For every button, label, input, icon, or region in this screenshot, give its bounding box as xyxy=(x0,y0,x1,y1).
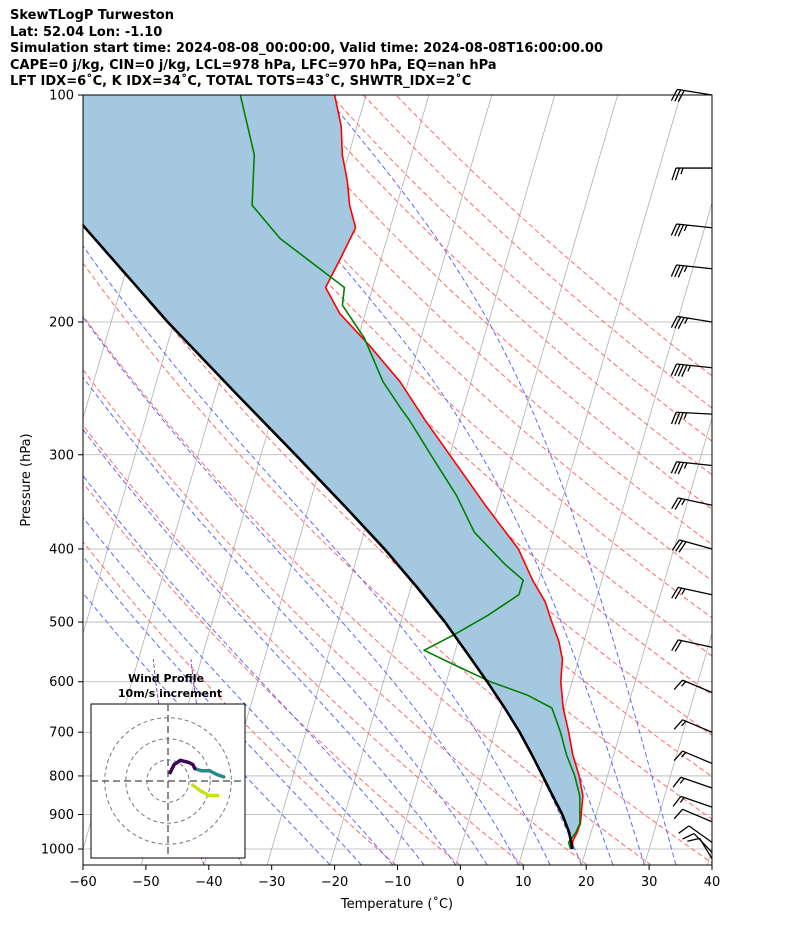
dry-adiabat xyxy=(83,161,712,778)
y-tick-label: 300 xyxy=(49,448,74,463)
y-tick-label: 200 xyxy=(49,315,74,330)
hodograph-trace xyxy=(191,783,220,798)
wind-barb xyxy=(671,586,713,600)
dry-adiabat xyxy=(83,368,588,865)
dry-adiabat xyxy=(363,95,712,409)
time-line: Simulation start time: 2024-08-08_00:00:… xyxy=(10,41,603,57)
x-tick-label: 0 xyxy=(456,875,464,890)
moist-adiabat xyxy=(201,95,645,865)
dry-adiabat xyxy=(167,95,712,619)
wind-barb xyxy=(671,539,713,553)
y-axis-label: Pressure (hPa) xyxy=(19,433,34,526)
wind-barb xyxy=(687,837,713,860)
y-tick-label: 900 xyxy=(49,808,74,823)
hodograph-subtitle: 10m/s increment xyxy=(118,687,222,700)
moist-adiabat xyxy=(83,245,551,865)
isotherm-line xyxy=(392,95,619,865)
wind-barb xyxy=(670,411,713,425)
chart-header: SkewTLogP Turweston Lat: 52.04 Lon: -1.1… xyxy=(10,8,603,91)
isotherm-line xyxy=(455,95,681,865)
wind-barb xyxy=(670,461,713,475)
x-tick-label: 30 xyxy=(641,875,658,890)
moist-adiabat xyxy=(324,95,677,865)
dry-adiabat xyxy=(83,481,461,865)
wind-barb xyxy=(670,264,713,278)
x-tick-label: −10 xyxy=(384,875,411,890)
x-tick-label: −30 xyxy=(258,875,285,890)
x-tick-label: −20 xyxy=(321,875,348,890)
parcel-line xyxy=(83,223,574,850)
wind-barb xyxy=(671,497,713,510)
hodograph-title: Wind Profile xyxy=(128,672,204,685)
hodograph-trace xyxy=(193,766,226,779)
dry-adiabat xyxy=(330,95,712,442)
wind-barb xyxy=(678,825,713,843)
cin-shading xyxy=(83,95,583,849)
moist-adiabat xyxy=(83,592,331,865)
wind-barb xyxy=(672,776,713,789)
hodograph-inset: Wind Profile 10m/s increment xyxy=(90,672,246,859)
temperature-line xyxy=(324,95,584,850)
y-tick-label: 500 xyxy=(49,616,74,631)
indices-line-1: CAPE=0 j/kg, CIN=0 j/kg, LCL=978 hPa, LF… xyxy=(10,57,497,73)
wind-barb xyxy=(672,795,713,808)
indices-line-2: LFT IDX=6˚C, K IDX=34˚C, TOTAL TOTS=43˚C… xyxy=(10,74,472,90)
sounding-series xyxy=(83,95,584,850)
moist-adiabat xyxy=(83,376,488,865)
y-tick-label: 1000 xyxy=(41,843,74,858)
isotherm-line xyxy=(644,632,712,865)
dry-adiabat xyxy=(102,95,712,696)
wind-barb xyxy=(671,639,713,652)
moist-adiabat xyxy=(83,428,457,865)
chart-title: SkewTLogP Turweston xyxy=(10,8,174,23)
y-tick-label: 700 xyxy=(49,726,74,741)
y-tick-label: 400 xyxy=(49,542,74,557)
moist-adiabat xyxy=(83,516,394,865)
dry-adiabat xyxy=(232,95,712,546)
axes: −60 −50 −40 −30 −20 −10 0 10 20 30 40 100 200 300 400 5… xyxy=(41,89,720,891)
wind-barb xyxy=(670,88,713,103)
dry-adiabat xyxy=(83,424,524,865)
x-tick-label: 10 xyxy=(515,875,532,890)
moist-adiabat xyxy=(83,555,362,865)
wind-barb xyxy=(671,167,712,181)
x-tick-label: 40 xyxy=(704,875,721,890)
y-tick-label: 600 xyxy=(49,675,74,690)
y-tick-label: 100 xyxy=(49,89,74,104)
wind-barb xyxy=(670,363,713,377)
dry-adiabat xyxy=(200,95,712,582)
isotherm-line xyxy=(581,416,712,865)
wind-barb xyxy=(673,808,713,823)
wind-barbs xyxy=(670,88,713,860)
wind-barb xyxy=(670,223,713,237)
x-tick-label: 20 xyxy=(578,875,595,890)
x-tick-label: −50 xyxy=(132,875,159,890)
moist-adiabat xyxy=(83,316,520,865)
wind-barb xyxy=(673,750,713,765)
location-line: Lat: 52.04 Lon: -1.10 xyxy=(10,24,163,40)
wind-barb xyxy=(673,719,713,733)
dewpoint-line xyxy=(239,95,581,850)
x-tick-label: −60 xyxy=(69,875,96,890)
x-tick-label: −40 xyxy=(195,875,222,890)
wind-barb xyxy=(673,679,713,694)
y-tick-label: 800 xyxy=(49,769,74,784)
wind-barb xyxy=(682,832,713,853)
moist-adiabat xyxy=(83,474,425,865)
wind-barb xyxy=(670,315,713,330)
isotherm-line xyxy=(706,847,712,865)
hodograph-trace xyxy=(168,758,197,775)
x-axis-label: Temperature (˚C) xyxy=(340,896,453,912)
